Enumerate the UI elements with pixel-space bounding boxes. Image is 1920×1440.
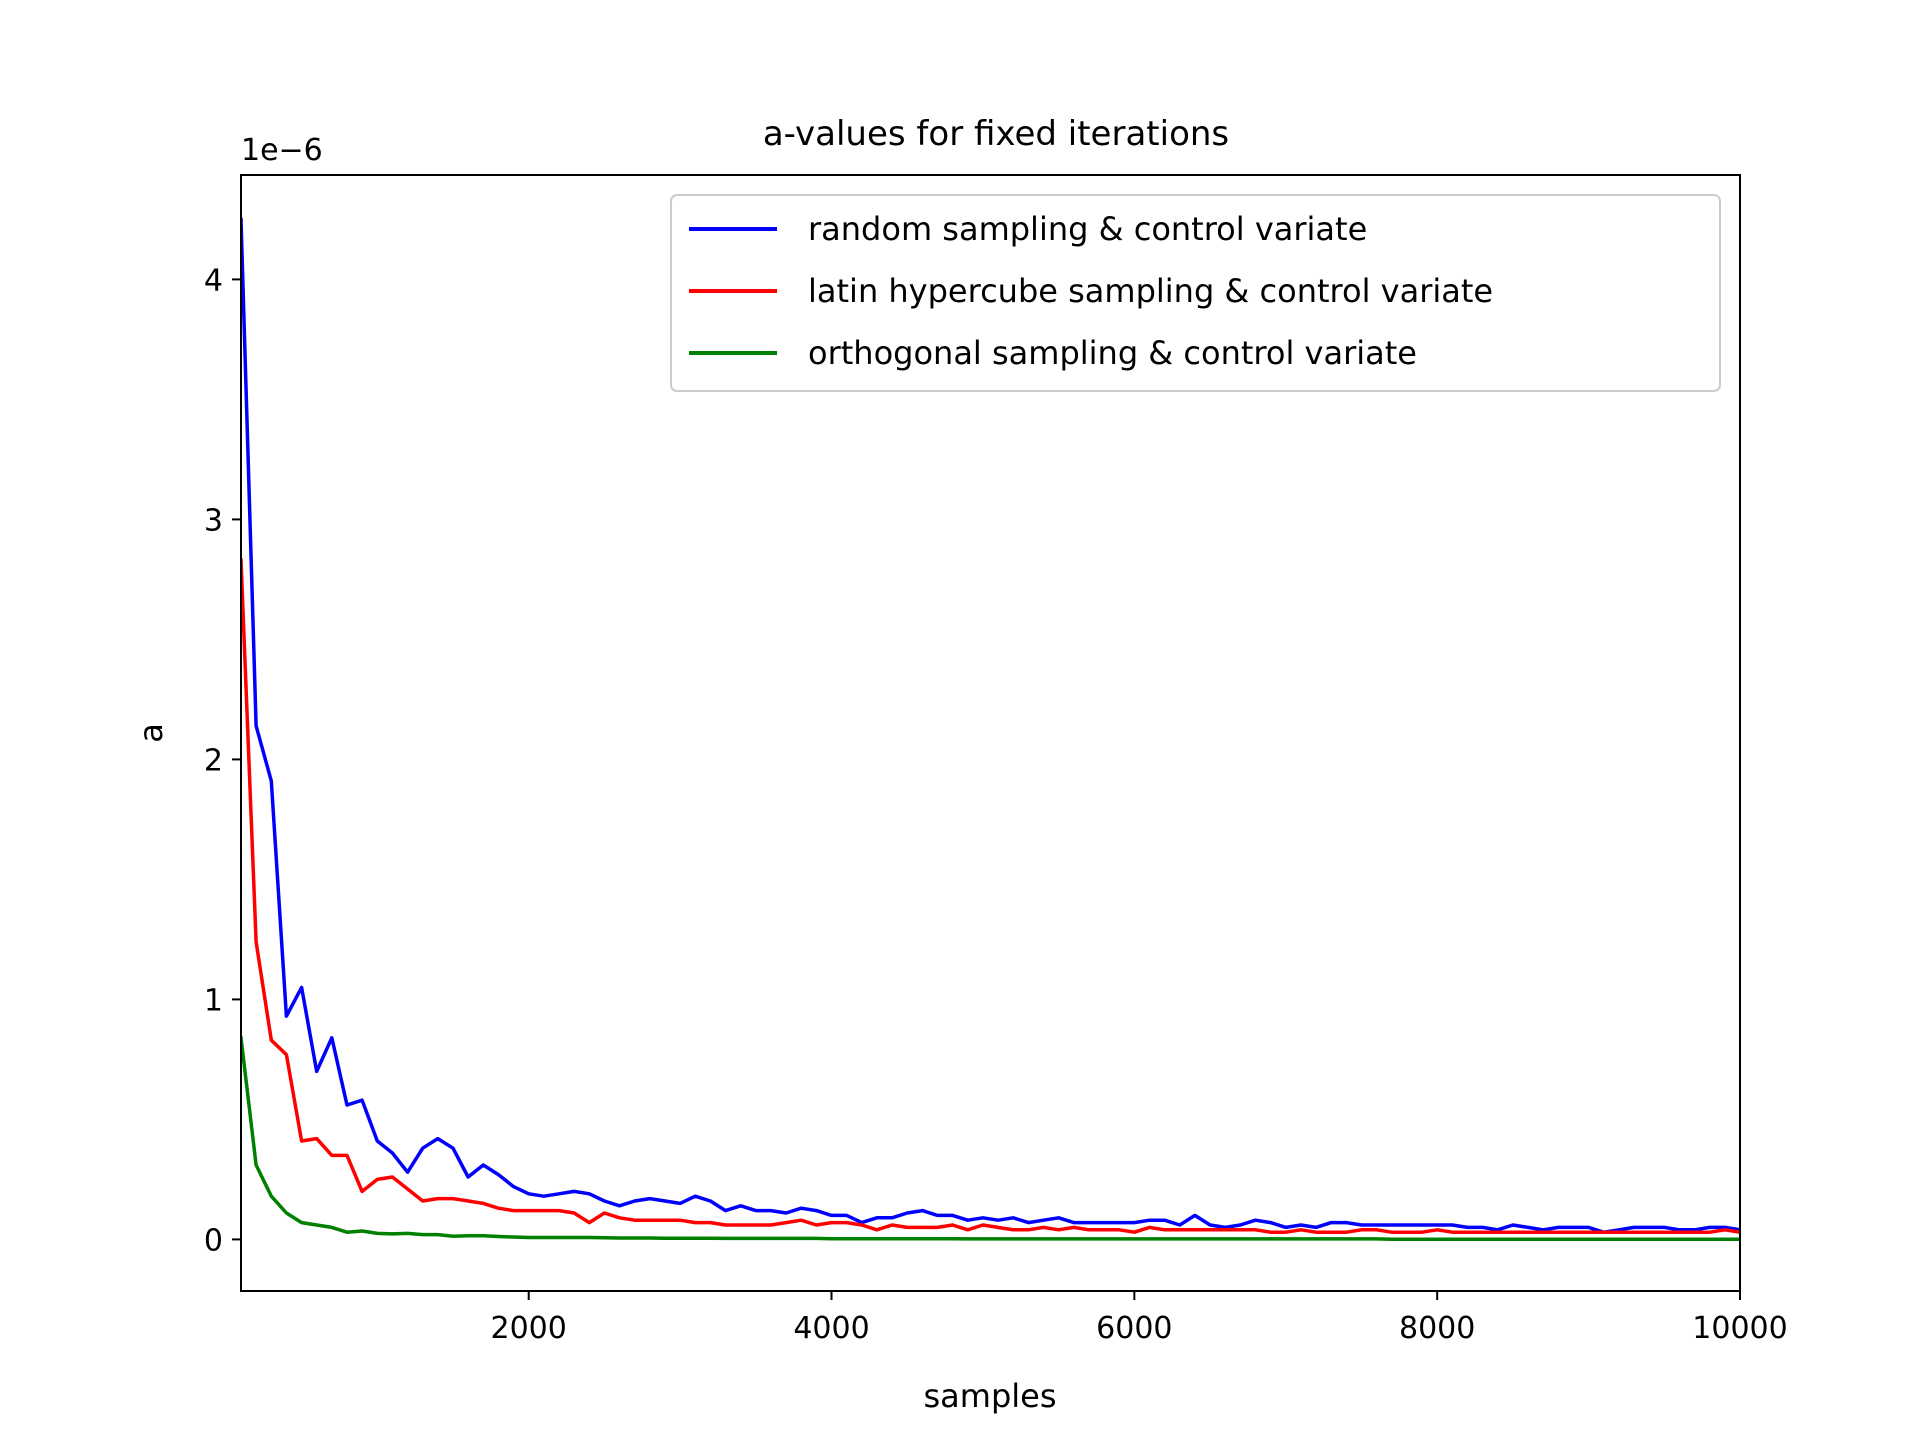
series-line-3 <box>241 1035 1740 1241</box>
y-offset-label: 1e−6 <box>241 133 323 168</box>
legend: random sampling & control variate latin h… <box>670 194 1721 392</box>
y-tick-label: 4 <box>204 263 223 298</box>
x-tick-label: 10000 <box>1692 1311 1787 1346</box>
x-axis-label: samples <box>923 1377 1056 1415</box>
y-axis: 0 1 2 3 4 <box>204 263 241 1258</box>
legend-label-2: latin hypercube sampling & control varia… <box>808 272 1493 310</box>
x-tick-label: 4000 <box>793 1311 869 1346</box>
y-tick-label: 3 <box>204 503 223 538</box>
x-tick-label: 2000 <box>491 1311 567 1346</box>
series-line-2 <box>241 558 1740 1234</box>
plot-frame <box>240 174 1741 1292</box>
series-lines <box>241 217 1740 1241</box>
y-tick-label: 0 <box>204 1223 223 1258</box>
legend-box <box>670 194 1721 392</box>
legend-label-1: random sampling & control variate <box>808 210 1367 248</box>
chart-title: a-values for fixed iterations <box>763 114 1229 154</box>
x-axis: 2000 4000 6000 8000 10000 <box>491 1291 1788 1346</box>
x-tick-label: 8000 <box>1399 1311 1475 1346</box>
legend-label-3: orthogonal sampling & control variate <box>808 334 1417 372</box>
y-tick-label: 1 <box>204 983 223 1018</box>
y-tick-label: 2 <box>204 743 223 778</box>
x-tick-label: 6000 <box>1096 1311 1172 1346</box>
series-line-1 <box>241 217 1740 1234</box>
y-axis-label: a <box>132 723 170 743</box>
